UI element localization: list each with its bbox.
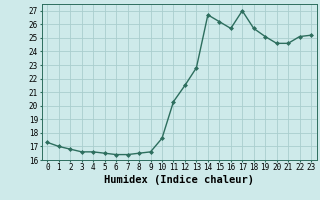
X-axis label: Humidex (Indice chaleur): Humidex (Indice chaleur) <box>104 175 254 185</box>
